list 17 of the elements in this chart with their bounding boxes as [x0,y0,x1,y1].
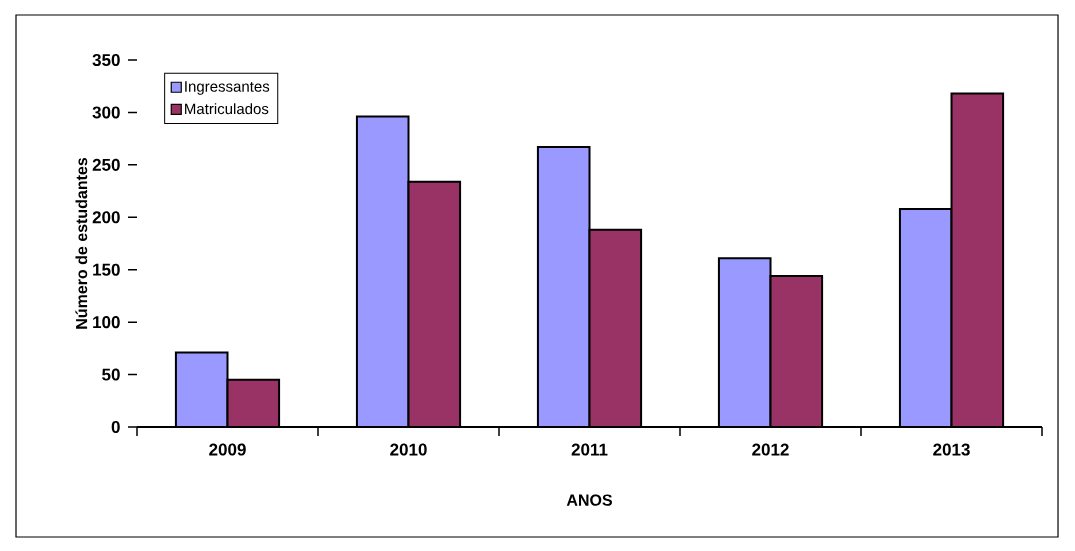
y-tick-label: 250 [92,158,120,171]
y-tick-label: 350 [92,53,120,67]
x-tick-label: 2010 [390,443,427,456]
x-axis-title: ANOS [566,494,612,506]
y-tick-label: 300 [92,106,120,119]
x-tick-label: 2011 [571,443,608,456]
legend-label: Ingressantes [185,81,270,95]
y-tick-label: 150 [93,263,120,276]
y-tick-label: 200 [92,211,120,224]
x-tick-label: 2009 [209,443,246,456]
x-tick-label: 2013 [933,443,970,456]
y-axis-title: Número de estudantes [75,157,88,329]
x-tick-label: 2012 [752,443,789,456]
y-tick-label: 100 [93,316,120,329]
y-tick-label: 50 [102,368,120,381]
y-tick-label: 0 [111,420,120,434]
legend-label: Matriculados [185,103,269,115]
